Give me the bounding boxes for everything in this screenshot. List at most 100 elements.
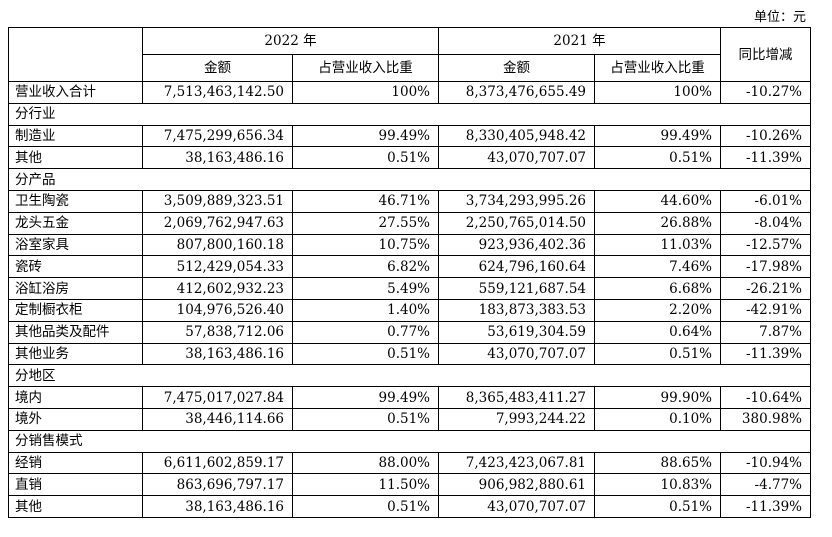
amount-2021: 8,373,476,655.49 <box>438 81 595 104</box>
amount-2022: 38,163,486.16 <box>142 342 293 366</box>
ratio-2021: 0.51% <box>594 342 721 366</box>
amount-2021: 53,619,304.59 <box>438 320 595 344</box>
amount-2022: 38,446,114.66 <box>142 407 293 431</box>
yoy-change: -11.39% <box>720 495 811 518</box>
ratio-2021: 2.20% <box>594 298 721 322</box>
row-label: 瓷砖 <box>8 255 143 279</box>
yoy-change: -4.77% <box>720 473 811 497</box>
table-row: 境外 38,446,114.66 0.51% 7,993,244.22 0.10% 380… <box>8 407 811 431</box>
amount-2021: 3,734,293,995.26 <box>438 189 595 213</box>
yoy-change: -11.39% <box>720 146 811 170</box>
yoy-change: -8.04% <box>720 211 811 235</box>
amount-2021: 624,796,160.64 <box>438 255 595 279</box>
row-label: 经销 <box>8 451 143 475</box>
section-title: 分行业 <box>8 102 811 126</box>
row-label: 制造业 <box>8 124 143 148</box>
amount-2021: 7,993,244.22 <box>438 407 595 431</box>
section-row: 分行业 <box>8 102 811 126</box>
row-label: 浴室家具 <box>8 233 143 257</box>
header-row-years: 2022 年 2021 年 同比增减 <box>8 27 811 82</box>
amount-2022: 7,513,463,142.50 <box>142 81 293 104</box>
row-label: 其他品类及配件 <box>8 320 143 344</box>
table-row: 其他业务 38,163,486.16 0.51% 43,070,707.07 0.51%… <box>8 342 811 366</box>
ratio-2021: 6.68% <box>594 277 721 300</box>
amount-2021: 43,070,707.07 <box>438 146 595 170</box>
amount-2022: 104,976,526.40 <box>142 298 293 322</box>
amount-2022: 38,163,486.16 <box>142 495 293 518</box>
ratio-2021: 99.49% <box>594 124 721 148</box>
row-label: 浴缸浴房 <box>8 277 143 300</box>
header-amount-2022: 金额 <box>142 54 293 82</box>
amount-2021: 7,423,423,067.81 <box>438 451 595 475</box>
table-row: 其他 38,163,486.16 0.51% 43,070,707.07 0.51% -1… <box>8 495 811 518</box>
table-row: 浴室家具 807,800,160.18 10.75% 923,936,402.36 11… <box>8 233 811 257</box>
header-amount-2021: 金额 <box>438 54 595 82</box>
yoy-change: -17.98% <box>720 255 811 279</box>
ratio-2021: 88.65% <box>594 451 721 475</box>
ratio-2022: 1.40% <box>292 298 439 322</box>
amount-2022: 412,602,932.23 <box>142 277 293 300</box>
header-ratio-2022: 占营业收入比重 <box>292 54 439 82</box>
row-label: 定制橱衣柜 <box>8 298 143 322</box>
row-label: 其他 <box>8 495 143 518</box>
table-row: 制造业 7,475,299,656.34 99.49% 8,330,405,948.4… <box>8 124 811 148</box>
section-title: 分产品 <box>8 168 811 191</box>
amount-2021: 923,936,402.36 <box>438 233 595 257</box>
section-title: 分地区 <box>8 364 811 388</box>
ratio-2021: 11.03% <box>594 233 721 257</box>
ratio-2021: 0.51% <box>594 146 721 170</box>
revenue-table: 2022 年 2021 年 同比增减 金额 占营业收入比重 金额 占营业收入比重… <box>8 27 811 518</box>
yoy-change: 380.98% <box>720 407 811 431</box>
ratio-2022: 0.51% <box>292 146 439 170</box>
header-ratio-2021: 占营业收入比重 <box>594 54 721 82</box>
ratio-2022: 6.82% <box>292 255 439 279</box>
header-row-columns: 金额 占营业收入比重 金额 占营业收入比重 <box>9 54 811 82</box>
row-label: 营业收入合计 <box>8 81 143 104</box>
ratio-2021: 0.64% <box>594 320 721 344</box>
yoy-change: 7.87% <box>720 320 811 344</box>
table-row: 瓷砖 512,429,054.33 6.82% 624,796,160.64 7.46%… <box>8 255 811 279</box>
section-row: 分地区 <box>8 364 811 388</box>
table-row: 浴缸浴房 412,602,932.23 5.49% 559,121,687.54 6.6… <box>8 277 811 300</box>
amount-2022: 2,069,762,947.63 <box>142 211 293 235</box>
table-row: 定制橱衣柜 104,976,526.40 1.40% 183,873,383.53 2.… <box>8 298 811 322</box>
table-row: 其他品类及配件 57,838,712.06 0.77% 53,619,304.59 0.… <box>8 320 811 344</box>
ratio-2022: 100% <box>292 81 439 104</box>
ratio-2021: 99.90% <box>594 386 721 409</box>
amount-2021: 43,070,707.07 <box>438 495 595 518</box>
ratio-2022: 5.49% <box>292 277 439 300</box>
ratio-2022: 99.49% <box>292 386 439 409</box>
ratio-2021: 44.60% <box>594 189 721 213</box>
amount-2022: 3,509,889,323.51 <box>142 189 293 213</box>
yoy-change: -26.21% <box>720 277 811 300</box>
yoy-change: -12.57% <box>720 233 811 257</box>
ratio-2021: 26.88% <box>594 211 721 235</box>
ratio-2022: 99.49% <box>292 124 439 148</box>
header-blank-cell <box>8 27 143 82</box>
row-label: 卫生陶瓷 <box>8 189 143 213</box>
ratio-2022: 0.51% <box>292 495 439 518</box>
amount-2022: 512,429,054.33 <box>142 255 293 279</box>
yoy-change: -10.64% <box>720 386 811 409</box>
row-label: 直销 <box>8 473 143 497</box>
ratio-2022: 0.77% <box>292 320 439 344</box>
ratio-2021: 0.51% <box>594 495 721 518</box>
ratio-2021: 100% <box>594 81 721 104</box>
header-yoy: 同比增减 <box>720 27 811 82</box>
table-row: 境内 7,475,017,027.84 99.49% 8,365,483,411.27… <box>8 386 811 409</box>
yoy-change: -10.94% <box>720 451 811 475</box>
amount-2022: 7,475,299,656.34 <box>142 124 293 148</box>
amount-2021: 8,330,405,948.42 <box>438 124 595 148</box>
amount-2021: 906,982,880.61 <box>438 473 595 497</box>
ratio-2022: 11.50% <box>292 473 439 497</box>
ratio-2022: 10.75% <box>292 233 439 257</box>
amount-2021: 8,365,483,411.27 <box>438 386 595 409</box>
yoy-change: -6.01% <box>720 189 811 213</box>
ratio-2022: 27.55% <box>292 211 439 235</box>
table-row: 卫生陶瓷 3,509,889,323.51 46.71% 3,734,293,995.… <box>8 189 811 213</box>
amount-2021: 43,070,707.07 <box>438 342 595 366</box>
table-row: 其他 38,163,486.16 0.51% 43,070,707.07 0.51% -1… <box>8 146 811 170</box>
table-row: 直销 863,696,797.17 11.50% 906,982,880.61 10.8… <box>8 473 811 497</box>
amount-2021: 2,250,765,014.50 <box>438 211 595 235</box>
ratio-2021: 10.83% <box>594 473 721 497</box>
